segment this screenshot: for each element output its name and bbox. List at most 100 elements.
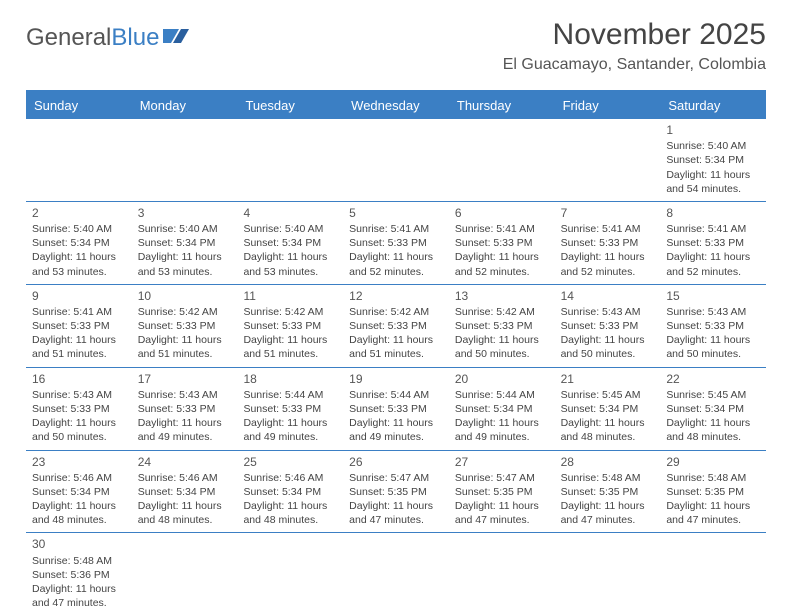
daylight1-text: Daylight: 11 hours xyxy=(455,416,549,430)
daylight1-text: Daylight: 11 hours xyxy=(561,416,655,430)
day-cell: 10Sunrise: 5:42 AMSunset: 5:33 PMDayligh… xyxy=(132,285,238,367)
sunset-text: Sunset: 5:35 PM xyxy=(561,485,655,499)
weekday-header: Sunday xyxy=(26,92,132,119)
day-cell: 17Sunrise: 5:43 AMSunset: 5:33 PMDayligh… xyxy=(132,368,238,450)
week-row: 30Sunrise: 5:48 AMSunset: 5:36 PMDayligh… xyxy=(26,533,766,615)
day-cell: 19Sunrise: 5:44 AMSunset: 5:33 PMDayligh… xyxy=(343,368,449,450)
daylight1-text: Daylight: 11 hours xyxy=(32,333,126,347)
day-number: 15 xyxy=(666,288,760,304)
sunset-text: Sunset: 5:35 PM xyxy=(349,485,443,499)
day-cell: 11Sunrise: 5:42 AMSunset: 5:33 PMDayligh… xyxy=(237,285,343,367)
daylight2-text: and 49 minutes. xyxy=(243,430,337,444)
day-number: 10 xyxy=(138,288,232,304)
weekday-header: Thursday xyxy=(449,92,555,119)
day-number: 14 xyxy=(561,288,655,304)
sunset-text: Sunset: 5:34 PM xyxy=(561,402,655,416)
empty-cell xyxy=(26,119,132,201)
daylight2-text: and 52 minutes. xyxy=(561,265,655,279)
day-cell: 27Sunrise: 5:47 AMSunset: 5:35 PMDayligh… xyxy=(449,451,555,533)
day-number: 27 xyxy=(455,454,549,470)
day-cell: 5Sunrise: 5:41 AMSunset: 5:33 PMDaylight… xyxy=(343,202,449,284)
empty-cell xyxy=(449,533,555,615)
sunrise-text: Sunrise: 5:46 AM xyxy=(32,471,126,485)
sunrise-text: Sunrise: 5:42 AM xyxy=(243,305,337,319)
empty-cell xyxy=(237,533,343,615)
daylight2-text: and 53 minutes. xyxy=(32,265,126,279)
daylight2-text: and 50 minutes. xyxy=(32,430,126,444)
sunrise-text: Sunrise: 5:42 AM xyxy=(349,305,443,319)
daylight2-text: and 47 minutes. xyxy=(561,513,655,527)
day-number: 17 xyxy=(138,371,232,387)
daylight2-text: and 53 minutes. xyxy=(243,265,337,279)
sunset-text: Sunset: 5:34 PM xyxy=(666,153,760,167)
sunrise-text: Sunrise: 5:40 AM xyxy=(138,222,232,236)
week-row: 2Sunrise: 5:40 AMSunset: 5:34 PMDaylight… xyxy=(26,202,766,285)
day-cell: 2Sunrise: 5:40 AMSunset: 5:34 PMDaylight… xyxy=(26,202,132,284)
day-cell: 24Sunrise: 5:46 AMSunset: 5:34 PMDayligh… xyxy=(132,451,238,533)
day-cell: 28Sunrise: 5:48 AMSunset: 5:35 PMDayligh… xyxy=(555,451,661,533)
daylight1-text: Daylight: 11 hours xyxy=(243,499,337,513)
day-number: 18 xyxy=(243,371,337,387)
location: El Guacamayo, Santander, Colombia xyxy=(503,56,766,74)
day-number: 4 xyxy=(243,205,337,221)
sunset-text: Sunset: 5:33 PM xyxy=(243,402,337,416)
day-number: 22 xyxy=(666,371,760,387)
daylight1-text: Daylight: 11 hours xyxy=(32,250,126,264)
sunrise-text: Sunrise: 5:46 AM xyxy=(138,471,232,485)
daylight1-text: Daylight: 11 hours xyxy=(666,416,760,430)
month-title: November 2025 xyxy=(503,18,766,52)
weekday-header: Saturday xyxy=(660,92,766,119)
daylight1-text: Daylight: 11 hours xyxy=(349,499,443,513)
daylight2-text: and 51 minutes. xyxy=(349,347,443,361)
sunrise-text: Sunrise: 5:44 AM xyxy=(243,388,337,402)
daylight1-text: Daylight: 11 hours xyxy=(32,416,126,430)
day-cell: 29Sunrise: 5:48 AMSunset: 5:35 PMDayligh… xyxy=(660,451,766,533)
daylight2-text: and 47 minutes. xyxy=(349,513,443,527)
weekday-header: Monday xyxy=(132,92,238,119)
day-number: 12 xyxy=(349,288,443,304)
day-number: 25 xyxy=(243,454,337,470)
empty-cell xyxy=(449,119,555,201)
sunrise-text: Sunrise: 5:42 AM xyxy=(138,305,232,319)
day-number: 23 xyxy=(32,454,126,470)
sunrise-text: Sunrise: 5:48 AM xyxy=(561,471,655,485)
sunset-text: Sunset: 5:33 PM xyxy=(455,319,549,333)
daylight2-text: and 50 minutes. xyxy=(561,347,655,361)
sunset-text: Sunset: 5:33 PM xyxy=(349,402,443,416)
day-cell: 12Sunrise: 5:42 AMSunset: 5:33 PMDayligh… xyxy=(343,285,449,367)
title-block: November 2025 El Guacamayo, Santander, C… xyxy=(503,18,766,74)
week-row: 9Sunrise: 5:41 AMSunset: 5:33 PMDaylight… xyxy=(26,285,766,368)
daylight2-text: and 53 minutes. xyxy=(138,265,232,279)
day-cell: 23Sunrise: 5:46 AMSunset: 5:34 PMDayligh… xyxy=(26,451,132,533)
daylight1-text: Daylight: 11 hours xyxy=(138,499,232,513)
daylight2-text: and 52 minutes. xyxy=(455,265,549,279)
sunset-text: Sunset: 5:33 PM xyxy=(243,319,337,333)
sunrise-text: Sunrise: 5:45 AM xyxy=(561,388,655,402)
daylight1-text: Daylight: 11 hours xyxy=(243,333,337,347)
daylight2-text: and 54 minutes. xyxy=(666,182,760,196)
daylight2-text: and 51 minutes. xyxy=(138,347,232,361)
day-cell: 4Sunrise: 5:40 AMSunset: 5:34 PMDaylight… xyxy=(237,202,343,284)
daylight1-text: Daylight: 11 hours xyxy=(32,582,126,596)
daylight1-text: Daylight: 11 hours xyxy=(32,499,126,513)
daylight1-text: Daylight: 11 hours xyxy=(138,250,232,264)
sunset-text: Sunset: 5:34 PM xyxy=(666,402,760,416)
day-cell: 30Sunrise: 5:48 AMSunset: 5:36 PMDayligh… xyxy=(26,533,132,615)
week-row: 23Sunrise: 5:46 AMSunset: 5:34 PMDayligh… xyxy=(26,451,766,534)
sunrise-text: Sunrise: 5:41 AM xyxy=(561,222,655,236)
sunset-text: Sunset: 5:33 PM xyxy=(666,319,760,333)
daylight2-text: and 52 minutes. xyxy=(349,265,443,279)
flag-icon xyxy=(163,24,189,52)
daylight1-text: Daylight: 11 hours xyxy=(243,416,337,430)
sunrise-text: Sunrise: 5:43 AM xyxy=(666,305,760,319)
daylight1-text: Daylight: 11 hours xyxy=(561,333,655,347)
day-cell: 1Sunrise: 5:40 AMSunset: 5:34 PMDaylight… xyxy=(660,119,766,201)
daylight2-text: and 51 minutes. xyxy=(243,347,337,361)
logo: GeneralBlue xyxy=(26,24,189,52)
sunrise-text: Sunrise: 5:43 AM xyxy=(138,388,232,402)
day-number: 24 xyxy=(138,454,232,470)
day-number: 9 xyxy=(32,288,126,304)
empty-cell xyxy=(555,533,661,615)
sunrise-text: Sunrise: 5:46 AM xyxy=(243,471,337,485)
sunset-text: Sunset: 5:33 PM xyxy=(349,319,443,333)
